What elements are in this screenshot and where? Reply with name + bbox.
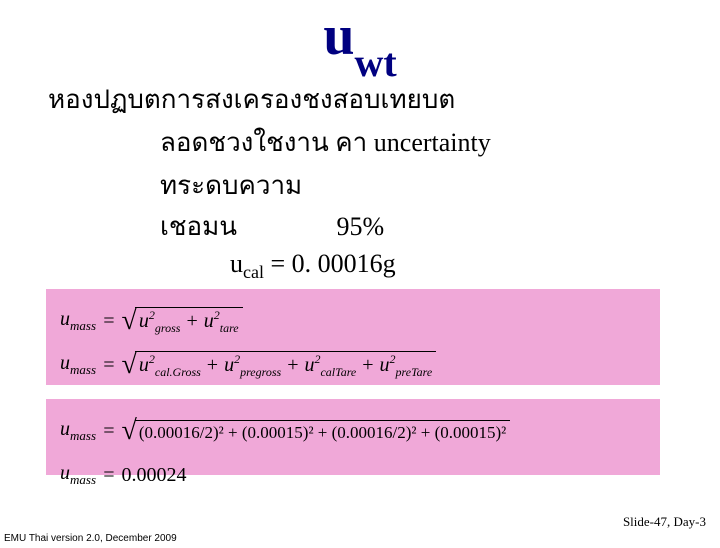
formula-row-2: umass = √ u2cal.Gross+u2pregross+u2calTa… bbox=[60, 343, 646, 387]
equals-3: = bbox=[102, 420, 116, 443]
umass-1: umass bbox=[60, 308, 96, 334]
slide-footer-left: EMU Thai version 2.0, December 2009 bbox=[4, 533, 177, 544]
result-value: 0.00024 bbox=[122, 464, 187, 487]
footer-day: , Day-3 bbox=[667, 514, 706, 529]
thai-line-2a: ลอดชวงใชงาน คา uncertainty bbox=[160, 128, 491, 157]
equals-4: = bbox=[102, 464, 116, 487]
plus-sign: + bbox=[362, 354, 373, 377]
formula-box-2: umass = √ (0.00016/2)² + (0.00015)² + (0… bbox=[46, 399, 660, 475]
ucal-u: u bbox=[230, 249, 243, 278]
sqrt-body-3: (0.00016/2)² + (0.00015)² + (0.00016/2)²… bbox=[135, 420, 510, 443]
title-u: u bbox=[323, 5, 354, 67]
u-term: u2tare bbox=[204, 310, 239, 336]
formula-row-3: umass = √ (0.00016/2)² + (0.00015)² + (0… bbox=[60, 409, 646, 453]
formula-box-1: umass = √ u2gross+u2tare umass = √ u2cal… bbox=[46, 289, 660, 385]
footer-slide-label: Slide- bbox=[623, 514, 654, 529]
ucal-rest: = 0. 00016g bbox=[264, 249, 396, 278]
thai-line-3a: ทระดบความเชอมน bbox=[160, 165, 330, 247]
sqrt-1: √ u2gross+u2tare bbox=[122, 307, 243, 336]
u-term: u2gross bbox=[139, 310, 181, 336]
u-term: u2preTare bbox=[380, 354, 433, 380]
sqrt-3: √ (0.00016/2)² + (0.00015)² + (0.00016/2… bbox=[122, 417, 511, 445]
equals-2: = bbox=[102, 354, 116, 377]
plus-sign: + bbox=[287, 354, 298, 377]
plus-sign: + bbox=[207, 354, 218, 377]
thai-line-3b: 95% bbox=[337, 212, 385, 241]
umass-3: umass bbox=[60, 418, 96, 444]
thai-line-3: ทระดบความเชอมน 95% bbox=[160, 165, 720, 247]
formula-row-4: umass = 0.00024 bbox=[60, 453, 646, 497]
umass-2: umass bbox=[60, 352, 96, 378]
title-wt: wt bbox=[354, 40, 396, 85]
footer-slide-num: 47 bbox=[654, 514, 667, 529]
plus-sign: + bbox=[186, 310, 197, 333]
sqrt-2: √ u2cal.Gross+u2pregross+u2calTare+u2pre… bbox=[122, 351, 437, 380]
ucal-sub: cal bbox=[243, 262, 264, 282]
u-term: u2calTare bbox=[304, 354, 356, 380]
formula-row-1: umass = √ u2gross+u2tare bbox=[60, 299, 646, 343]
umass-4: umass bbox=[60, 462, 96, 488]
u-term: u2cal.Gross bbox=[139, 354, 201, 380]
slide-footer-right: Slide-47, Day-3 bbox=[623, 514, 706, 530]
thai-line-2: ลอดชวงใชงาน คา uncertainty bbox=[160, 122, 720, 163]
equals-1: = bbox=[102, 310, 116, 333]
thai-line-1: หองปฏบตการสงเครองชงสอบเทยบต bbox=[48, 79, 720, 120]
u-term: u2pregross bbox=[224, 354, 281, 380]
ucal-equation: ucal = 0. 00016g bbox=[230, 249, 720, 283]
slide-title: uwt bbox=[0, 8, 720, 73]
